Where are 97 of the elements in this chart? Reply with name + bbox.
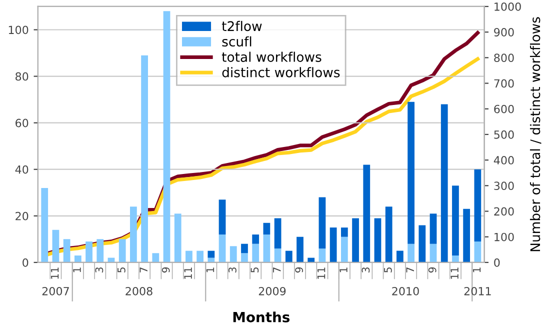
bar: [363, 164, 370, 262]
x-tick-label: 9: [428, 267, 436, 273]
bar: [408, 244, 414, 262]
bar: [274, 248, 282, 262]
x-tick-label: 11: [184, 268, 192, 279]
text: 2008: [126, 286, 152, 296]
legend-label: total workflows: [222, 52, 322, 62]
bar: [408, 102, 414, 244]
y2-tick-label: 700: [494, 79, 514, 88]
bar: [196, 250, 204, 262]
bar: [163, 11, 170, 262]
x-tick-label: 9: [295, 267, 304, 273]
x-tick-label: 1: [340, 268, 348, 272]
y2-tick-label: 1000: [494, 2, 521, 11]
x-tick-label: 7: [140, 267, 148, 272]
legend-label: distinct workflows: [222, 67, 340, 78]
y-tick-label: 40: [15, 165, 28, 174]
bar: [330, 228, 337, 262]
y2-tick-label: 100: [494, 232, 514, 242]
bar: [474, 242, 482, 262]
bar: [218, 234, 226, 262]
y2-tick-label: 500: [494, 130, 514, 139]
bar: [318, 248, 326, 262]
bar: [430, 244, 437, 262]
bar: [340, 228, 348, 237]
bar: [208, 250, 215, 258]
bar: [274, 218, 282, 248]
legend-label: t2flow: [222, 20, 262, 32]
bar: [241, 253, 248, 262]
bar: [230, 246, 237, 262]
bar: [86, 242, 92, 262]
x-tick-label: 3: [362, 267, 370, 272]
y-tick-label: 100: [8, 26, 28, 34]
bar: [96, 239, 104, 262]
x-tick-label: 11: [450, 268, 458, 279]
bar: [186, 250, 192, 262]
bar: [440, 104, 448, 262]
bar: [463, 208, 470, 262]
x-tick-label: 5: [250, 268, 259, 272]
x-tick-label: 11: [318, 268, 326, 279]
text: 2009: [258, 286, 286, 296]
bar: [285, 250, 292, 262]
bar: [63, 239, 70, 262]
bar: [318, 197, 326, 248]
bar: [396, 250, 404, 262]
bar: [263, 222, 270, 235]
y2-tick-label: 300: [494, 182, 514, 190]
bar: [141, 55, 148, 262]
text: 2007: [42, 286, 69, 296]
x-tick-label: 5: [118, 268, 126, 272]
bar: [118, 239, 126, 262]
bar: [263, 234, 270, 262]
x-tick-label: 3: [95, 267, 104, 272]
y2-tick-label: 800: [494, 54, 514, 62]
y-tick-label: 60: [16, 118, 28, 128]
x-tick-label: 3: [228, 267, 236, 272]
bar: [152, 253, 160, 262]
y2-tick-label: 600: [494, 104, 514, 114]
bar: [174, 214, 182, 262]
x-tick-label: 7: [406, 267, 414, 272]
x-tick-label: 1: [206, 268, 214, 272]
bar: [130, 206, 137, 262]
text: 2010: [392, 286, 419, 296]
bar: [252, 244, 260, 262]
y2-tick-label: 200: [494, 207, 514, 216]
x-tick-label: 5: [384, 268, 392, 272]
y2-tick-label: 400: [494, 156, 514, 164]
bar: [352, 218, 359, 262]
bar: [218, 200, 226, 235]
y-tick-label: 20: [16, 212, 28, 220]
text: 2011: [464, 286, 491, 296]
bar: [452, 255, 459, 262]
bar: [74, 255, 82, 262]
x-tick-label: 1: [73, 268, 81, 272]
bar: [252, 234, 260, 244]
x-tick-label: 9: [162, 267, 170, 273]
bar: [52, 230, 60, 262]
bar: [241, 244, 248, 254]
x-tick-label: 7: [273, 267, 281, 272]
bar: [474, 169, 482, 242]
bar: [296, 236, 304, 262]
x-tick-label: 1: [472, 268, 481, 272]
y2-axis-title: Number of total / distinct workflows: [530, 17, 542, 252]
y2-tick-label: 0: [494, 258, 500, 267]
y-tick-label: 80: [16, 72, 28, 81]
bar: [418, 225, 426, 262]
x-tick-label: 11: [50, 268, 59, 279]
bar: [41, 188, 48, 262]
bar: [430, 214, 437, 244]
bar: [340, 236, 348, 262]
legend-label: scufl: [222, 36, 252, 47]
bar: [374, 218, 382, 262]
bar: [385, 206, 392, 262]
y-tick-label: 0: [22, 258, 28, 267]
x-axis-title: Months: [233, 312, 290, 322]
bar: [452, 186, 459, 256]
y2-tick-label: 900: [494, 28, 514, 36]
